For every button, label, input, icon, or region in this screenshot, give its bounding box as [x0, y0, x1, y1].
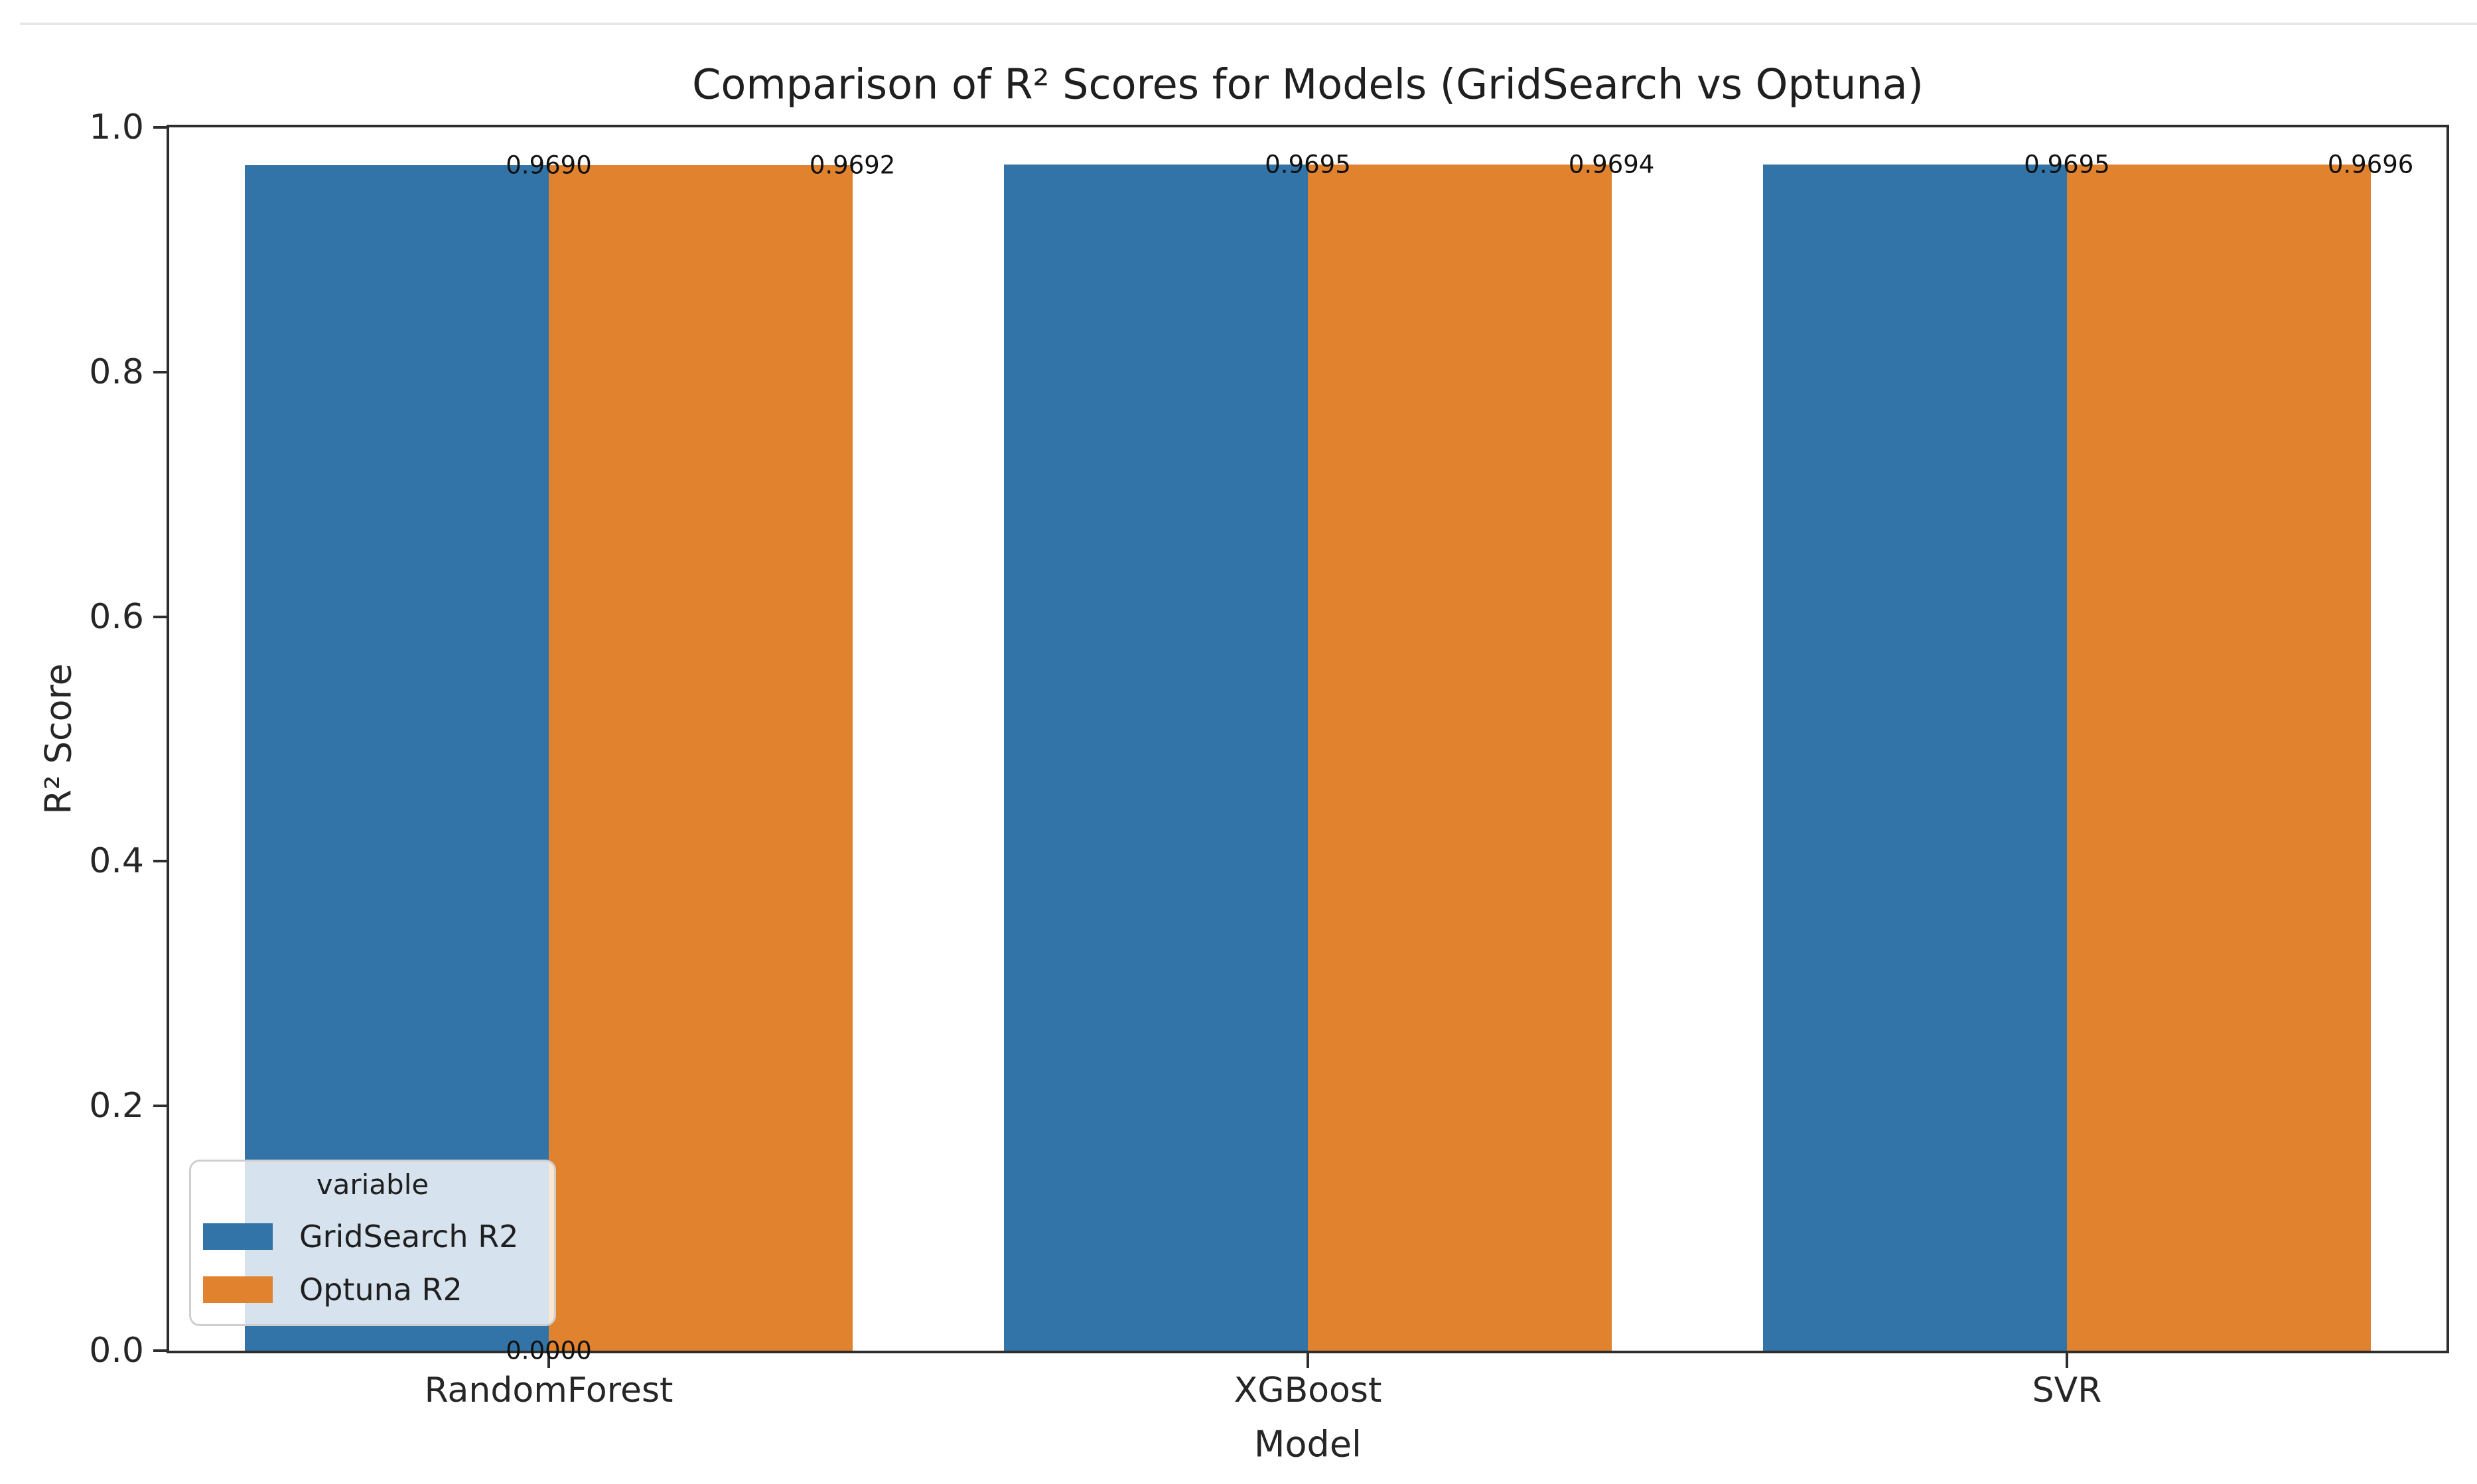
- zero-value-label: 0.0000: [506, 1336, 592, 1365]
- y-tick-mark: [153, 615, 169, 618]
- legend-title: variable: [316, 1168, 429, 1201]
- bar-optuna-r2-randomforest: [549, 165, 853, 1351]
- legend-item-label: Optuna R2: [299, 1272, 462, 1308]
- y-tick-mark: [153, 370, 169, 373]
- bar-gridsearch-r2-randomforest: [245, 165, 549, 1351]
- bar-optuna-r2-svr: [2067, 165, 2371, 1351]
- y-tick-label: 0.2: [89, 1086, 144, 1126]
- y-tick-mark: [153, 126, 169, 129]
- x-tick-label: SVR: [2032, 1371, 2102, 1410]
- x-axis-label: Model: [1253, 1423, 1362, 1465]
- bar-gridsearch-r2-svr: [1763, 165, 2067, 1351]
- legend: variable GridSearch R2 Optuna R2: [189, 1160, 556, 1326]
- bar-optuna-r2-xgboost: [1308, 165, 1612, 1351]
- bar-value-label: 0.9690: [506, 151, 592, 180]
- y-tick-label: 0.0: [89, 1331, 144, 1371]
- legend-item-label: GridSearch R2: [299, 1219, 519, 1254]
- y-tick-label: 1.0: [89, 107, 144, 147]
- legend-swatch-icon: [203, 1223, 273, 1250]
- legend-item-optuna-r2: Optuna R2: [203, 1269, 554, 1310]
- bar-value-label: 0.9695: [1265, 150, 1351, 179]
- x-tick-mark: [547, 1351, 550, 1368]
- y-tick-label: 0.8: [89, 352, 144, 392]
- bar-value-label: 0.9696: [2327, 150, 2414, 179]
- x-tick-label: XGBoost: [1234, 1371, 1382, 1410]
- legend-item-gridsearch-r2: GridSearch R2: [203, 1216, 554, 1257]
- y-tick-mark: [153, 1105, 169, 1108]
- top-divider: [20, 23, 2477, 25]
- x-tick-mark: [1307, 1351, 1309, 1368]
- x-tick-label: RandomForest: [424, 1371, 673, 1410]
- bar-value-label: 0.9692: [809, 151, 896, 180]
- bar-value-label: 0.9694: [1568, 150, 1655, 179]
- bar-value-label: 0.9695: [2024, 150, 2110, 179]
- legend-items: GridSearch R2 Optuna R2: [191, 1216, 554, 1310]
- y-tick-mark: [153, 1349, 169, 1352]
- bar-gridsearch-r2-xgboost: [1004, 165, 1308, 1351]
- y-axis-label: R² Score: [37, 663, 80, 815]
- y-tick-label: 0.4: [89, 841, 144, 882]
- legend-swatch-icon: [203, 1276, 273, 1303]
- y-tick-mark: [153, 860, 169, 863]
- x-tick-mark: [2066, 1351, 2068, 1368]
- y-tick-label: 0.6: [89, 596, 144, 637]
- chart-title: Comparison of R² Scores for Models (Grid…: [692, 60, 1924, 109]
